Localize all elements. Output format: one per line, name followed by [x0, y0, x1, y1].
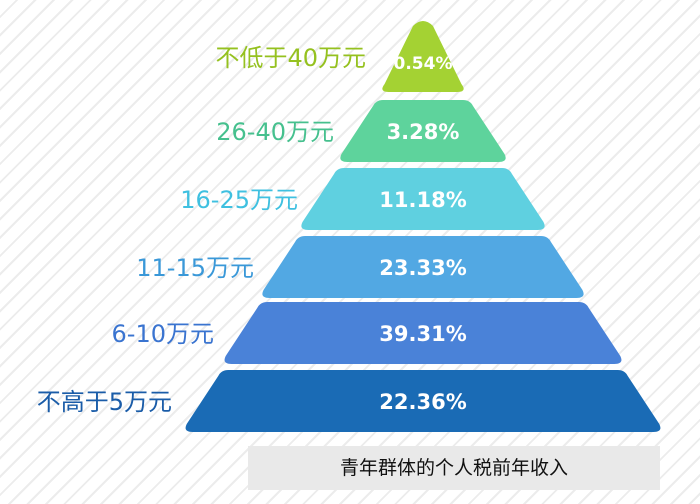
tier-category-label-4: 11-15万元 [136, 254, 254, 282]
tier-value-label-4: 23.33% [379, 256, 466, 280]
pyramid-tier-2 [340, 100, 506, 162]
tier-category-label-5: 6-10万元 [112, 320, 214, 348]
tier-category-label-6: 不高于5万元 [37, 388, 172, 416]
tier-value-label-6: 22.36% [379, 390, 466, 414]
tier-value-label-5: 39.31% [379, 322, 466, 346]
tier-value-label-2: 3.28% [387, 120, 460, 144]
pyramid-tier-3 [301, 168, 545, 230]
chart-title: 青年群体的个人税前年收入 [339, 457, 568, 479]
pyramid-tier-1 [382, 21, 464, 92]
tier-value-label-3: 11.18% [379, 188, 466, 212]
tier-category-label-1: 不低于40万元 [215, 44, 366, 72]
caption-box [248, 446, 660, 490]
pyramid-tier-5 [224, 302, 622, 364]
tier-category-label-2: 26-40万元 [216, 118, 334, 146]
pyramid-tier-6 [185, 370, 661, 432]
pyramid-tier-4 [262, 236, 584, 298]
tier-value-label-1: 0.54% [394, 54, 453, 74]
tier-category-label-3: 16-25万元 [180, 186, 298, 214]
